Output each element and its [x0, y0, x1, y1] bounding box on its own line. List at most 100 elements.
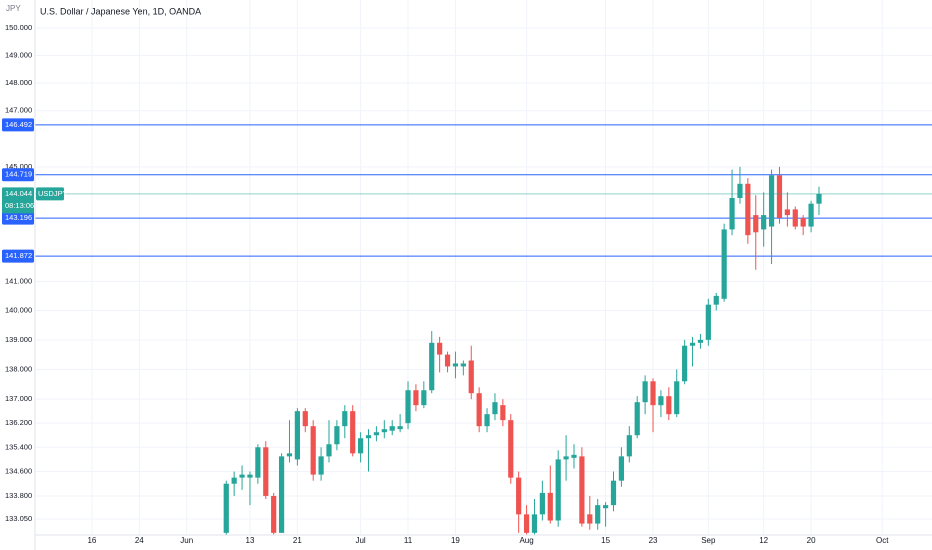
y-tick-label: 137.000: [5, 394, 32, 403]
candle-body: [721, 229, 727, 299]
symbol-label: USDJPY: [38, 189, 68, 198]
price-label: 146.492: [5, 120, 32, 129]
candle-body: [310, 426, 316, 475]
y-tick-label: 134.600: [5, 467, 32, 476]
x-tick-label: 23: [649, 536, 658, 545]
candle-body: [761, 215, 767, 230]
candle-body: [278, 456, 285, 533]
candle-body: [516, 477, 522, 515]
candle-body: [302, 411, 308, 427]
candle-body: [776, 175, 783, 218]
candle-body: [334, 426, 340, 445]
candle-body: [800, 217, 806, 227]
x-tick-label: 19: [451, 536, 460, 545]
candle-body: [563, 456, 569, 460]
candle-body: [239, 474, 245, 478]
axes: 150.000 149.000 148.000 147.000 145.000 141.0…: [2, 23, 889, 545]
candle-body: [358, 438, 364, 454]
candle-body: [697, 339, 704, 343]
candle-body: [658, 396, 664, 406]
price-label-box: [2, 249, 34, 263]
candle-body: [460, 363, 466, 367]
candle-body: [768, 175, 775, 227]
candle-body: [350, 411, 356, 454]
candle-body: [579, 456, 585, 524]
candle-body: [255, 447, 261, 478]
x-tick-label: Sep: [701, 536, 716, 545]
x-tick-label: 21: [293, 536, 302, 545]
candle-body: [737, 183, 743, 198]
x-tick-label: 11: [404, 536, 413, 545]
candle-body: [286, 453, 293, 457]
candle-body: [729, 197, 735, 230]
candle-body: [263, 447, 269, 496]
symbol-box: [36, 187, 64, 201]
price-label: 141.872: [5, 251, 32, 260]
candle-body: [689, 342, 696, 346]
candle-body: [539, 492, 545, 515]
candle-body: [294, 411, 300, 460]
y-tick-label: 150.000: [5, 23, 32, 32]
candle-body: [531, 514, 538, 533]
candle-body: [413, 390, 419, 406]
candle-body: [595, 505, 601, 524]
y-tick-label: 135.400: [5, 442, 32, 451]
candle-body: [713, 295, 719, 305]
y-tick-label: 147.000: [5, 106, 32, 115]
countdown-label: 08:13:06: [5, 201, 34, 210]
candle-body: [547, 492, 553, 521]
candle-body: [618, 456, 625, 481]
candle-body: [492, 402, 498, 415]
candle-body: [523, 514, 530, 533]
y-tick-label: 140.000: [5, 305, 32, 314]
candle-body: [508, 420, 514, 478]
candle-body: [381, 429, 387, 433]
candle-body: [808, 203, 814, 227]
candle-body: [792, 209, 798, 227]
candle-body: [753, 215, 759, 233]
y-tick-label: 133.050: [5, 514, 32, 523]
plot-area: [35, 124, 932, 535]
candle-body: [429, 342, 435, 391]
candle-body: [634, 402, 640, 436]
price-label-box: [2, 211, 34, 225]
candle-body: [816, 193, 822, 204]
candle-body: [389, 426, 395, 431]
candle-body: [500, 405, 506, 421]
currency-label: JPY: [6, 4, 21, 13]
x-tick-label: 24: [135, 536, 144, 545]
y-tick-label: 148.000: [5, 78, 32, 87]
candle-body: [784, 209, 790, 216]
chart-title: U.S. Dollar / Japanese Yen, 1D, OANDA: [40, 6, 201, 16]
candle-body: [682, 345, 688, 382]
candle-body: [223, 483, 229, 533]
candle-body: [342, 411, 348, 427]
candle-body: [626, 435, 632, 457]
candle-body: [603, 505, 609, 509]
candle-body: [666, 396, 672, 415]
y-tick-label: 145.000: [5, 162, 32, 171]
price-label: 144.719: [5, 170, 32, 179]
y-tick-label: 139.000: [5, 335, 32, 344]
candle-body: [437, 342, 443, 355]
candle-body: [555, 459, 561, 521]
x-tick-label: 12: [759, 536, 768, 545]
candle-body: [405, 390, 411, 424]
candle-body: [650, 381, 656, 406]
y-tick-label: 138.000: [5, 364, 32, 373]
x-tick-label: 16: [87, 536, 96, 545]
y-tick-label: 136.200: [5, 418, 32, 427]
price-label-box: [2, 118, 34, 132]
last-price-label: 144.044: [5, 189, 32, 198]
candle-body: [365, 435, 372, 439]
last-price-box: [2, 187, 34, 214]
candle-body: [674, 381, 680, 415]
candle-body: [484, 414, 490, 427]
candle-body: [231, 477, 237, 484]
candle-body: [318, 456, 324, 475]
x-tick-label: 13: [246, 536, 255, 545]
candle-body: [587, 514, 593, 524]
candle-body: [397, 426, 403, 430]
grid: [35, 0, 932, 535]
